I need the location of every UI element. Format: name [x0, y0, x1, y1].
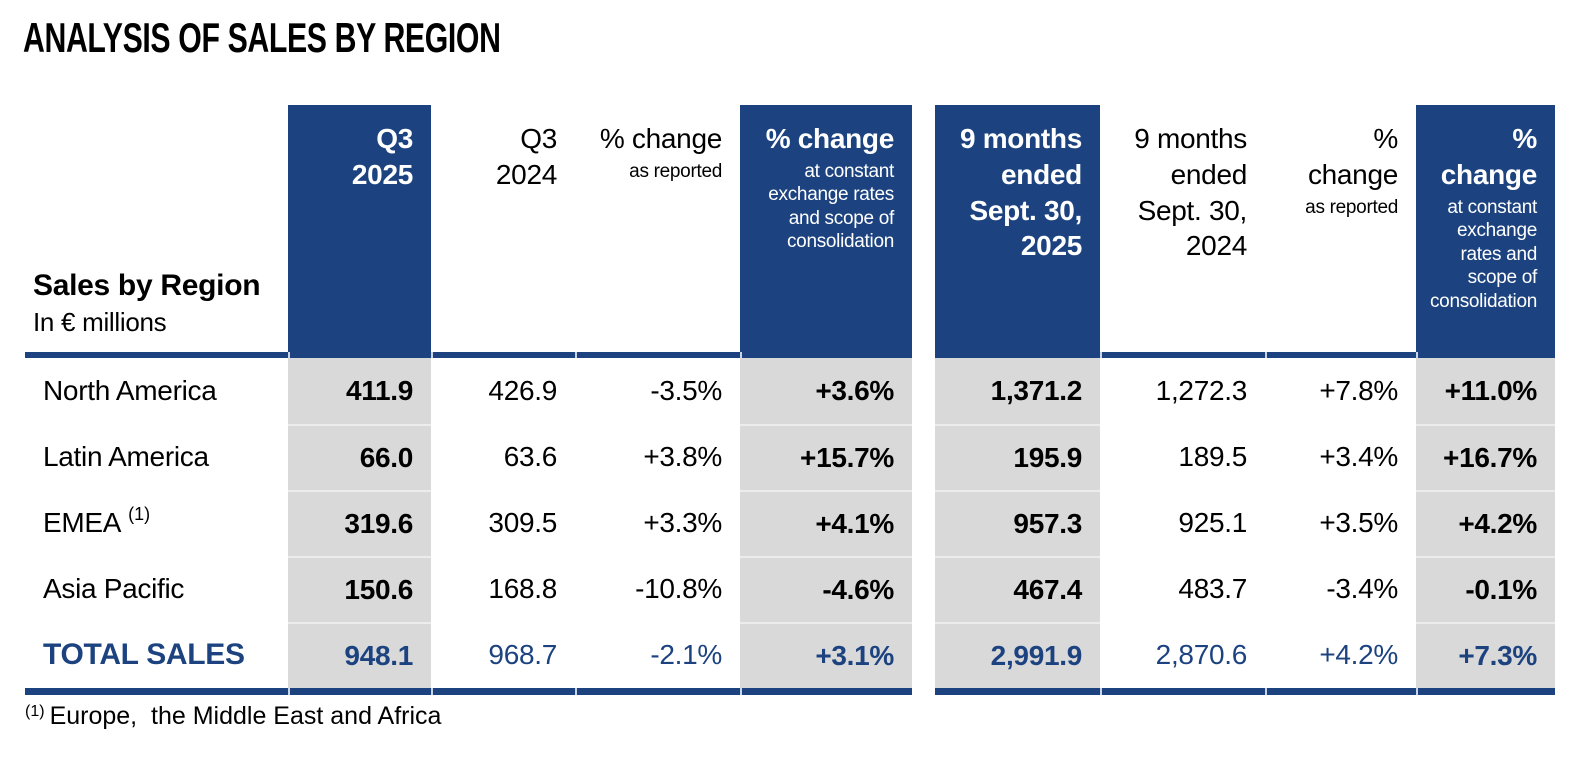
column-header-q3-2025: Q3 2025 [288, 105, 431, 352]
cell-9m-2025: 467.4 [935, 556, 1100, 622]
column-header-text: Q3 2024 [495, 123, 557, 190]
row-label: TOTAL SALES [43, 638, 245, 671]
column-header-text: % change [599, 123, 722, 154]
row-label: North America [43, 375, 217, 406]
column-header-text: 9 months ended Sept. 30, 2024 [1134, 123, 1247, 262]
table-footnote: (1) Europe, the Middle East and Africa [25, 702, 441, 731]
row-label: Latin America [43, 441, 209, 472]
table-row-emea: EMEA (1) 319.6 309.5 +3.3% +4.1% 957.3 9… [25, 490, 1555, 556]
cell-q3-change-constant: -4.6% [740, 556, 912, 622]
cell-9m-2024: 189.5 [1178, 441, 1247, 472]
column-header-9m-change-reported: % change as reported [1265, 105, 1416, 352]
cell-9m-2024: 2,870.6 [1155, 639, 1248, 670]
column-header-text: % change [765, 123, 895, 154]
column-header-subtext: as reported [1305, 196, 1398, 218]
column-header-sales-by-region: Sales by Region In € millions [25, 105, 288, 352]
table-bottom-line [25, 688, 1555, 695]
table-column-gap [912, 622, 935, 688]
row-label-text: EMEA [43, 507, 122, 538]
cell-9m-change-reported: -3.4% [1326, 573, 1398, 604]
cell-q3-change-constant: +15.7% [740, 424, 912, 490]
table-column-gap [912, 556, 935, 622]
column-header-9m-2024: 9 months ended Sept. 30, 2024 [1100, 105, 1265, 352]
column-header-9m-change-constant: % change at constant exchange rates and … [1416, 105, 1555, 352]
column-header-q3-change-constant: % change at constant exchange rates and … [740, 105, 912, 352]
cell-q3-2024: 309.5 [488, 507, 557, 538]
cell-q3-2025: 66.0 [288, 424, 431, 490]
cell-9m-change-constant: +11.0% [1416, 358, 1555, 424]
table-caption: Sales by Region [33, 269, 261, 302]
column-header-text: 9 months ended Sept. 30, 2025 [959, 123, 1082, 262]
cell-9m-change-constant: +7.3% [1416, 622, 1555, 688]
cell-9m-2024: 483.7 [1178, 573, 1247, 604]
sales-by-region-table: Sales by Region In € millions Q3 2025 Q3… [25, 105, 1555, 695]
cell-q3-2024: 168.8 [488, 573, 557, 604]
footnote-marker: (1) [25, 703, 45, 720]
footnote-text: Europe, the Middle East and Africa [49, 702, 442, 730]
column-header-9m-2025: 9 months ended Sept. 30, 2025 [935, 105, 1100, 352]
cell-q3-change-constant: +3.1% [740, 622, 912, 688]
table-column-gap [912, 105, 935, 352]
cell-9m-change-constant: +4.2% [1416, 490, 1555, 556]
cell-9m-2025: 957.3 [935, 490, 1100, 556]
cell-q3-change-reported: -10.8% [635, 573, 722, 604]
cell-9m-2025: 1,371.2 [935, 358, 1100, 424]
cell-q3-change-reported: +3.8% [643, 441, 722, 472]
table-row-north-america: North America 411.9 426.9 -3.5% +3.6% 1,… [25, 358, 1555, 424]
column-header-text: Q3 2025 [351, 123, 413, 190]
column-header-q3-change-reported: % change as reported [575, 105, 740, 352]
header-divider-line [25, 352, 1555, 358]
column-header-text: % change [1440, 123, 1538, 190]
cell-q3-change-constant: +3.6% [740, 358, 912, 424]
cell-q3-2024: 426.9 [488, 375, 557, 406]
row-label: Asia Pacific [43, 573, 185, 604]
cell-9m-change-reported: +3.5% [1319, 507, 1398, 538]
table-header-row: Sales by Region In € millions Q3 2025 Q3… [25, 105, 1555, 352]
cell-q3-change-constant: +4.1% [740, 490, 912, 556]
table-column-gap [912, 424, 935, 490]
column-header-subtext: at constant exchange rates and scope of … [768, 160, 894, 253]
cell-9m-change-reported: +3.4% [1319, 441, 1398, 472]
cell-9m-2025: 195.9 [935, 424, 1100, 490]
cell-q3-2025: 319.6 [288, 490, 431, 556]
cell-9m-2025: 2,991.9 [935, 622, 1100, 688]
page-title: ANALYSIS OF SALES BY REGION [23, 14, 501, 61]
table-unit-label: In € millions [33, 306, 167, 337]
cell-q3-change-reported: +3.3% [643, 507, 722, 538]
cell-q3-2024: 968.7 [488, 639, 557, 670]
cell-9m-change-constant: +16.7% [1416, 424, 1555, 490]
footnote-reference: (1) [128, 503, 151, 524]
column-header-subtext: as reported [629, 160, 722, 182]
column-header-q3-2024: Q3 2024 [431, 105, 575, 352]
column-header-subtext: at constant exchange rates and scope of … [1429, 196, 1537, 312]
column-header-text: % change [1307, 123, 1398, 190]
cell-9m-change-reported: +7.8% [1319, 375, 1398, 406]
table-column-gap [912, 358, 935, 424]
cell-q3-change-reported: -2.1% [650, 639, 722, 670]
table-row-total-sales: TOTAL SALES 948.1 968.7 -2.1% +3.1% 2,99… [25, 622, 1555, 688]
cell-9m-change-reported: +4.2% [1319, 639, 1398, 670]
table-row-asia-pacific: Asia Pacific 150.6 168.8 -10.8% -4.6% 46… [25, 556, 1555, 622]
table-column-gap [912, 490, 935, 556]
cell-q3-2024: 63.6 [503, 441, 558, 472]
cell-q3-2025: 411.9 [288, 358, 431, 424]
cell-9m-2024: 1,272.3 [1155, 375, 1248, 406]
cell-q3-2025: 948.1 [288, 622, 431, 688]
cell-q3-change-reported: -3.5% [650, 375, 722, 406]
row-label: EMEA (1) [25, 490, 288, 556]
cell-9m-2024: 925.1 [1178, 507, 1247, 538]
table-row-latin-america: Latin America 66.0 63.6 +3.8% +15.7% 195… [25, 424, 1555, 490]
cell-q3-2025: 150.6 [288, 556, 431, 622]
cell-9m-change-constant: -0.1% [1416, 556, 1555, 622]
